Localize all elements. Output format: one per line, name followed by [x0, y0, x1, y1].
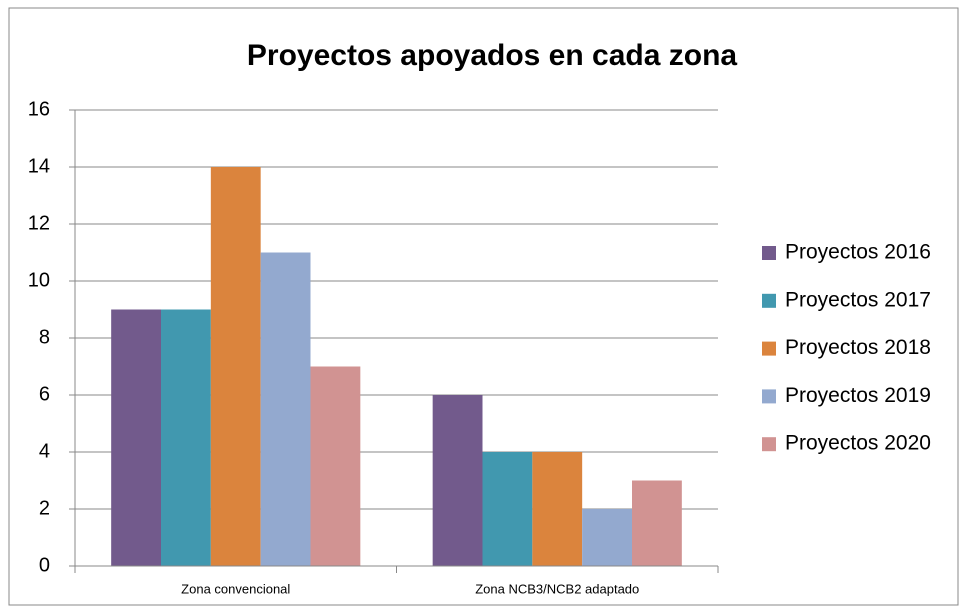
y-tick-label: 2	[39, 497, 50, 519]
bar	[310, 366, 361, 566]
legend-swatch	[762, 389, 776, 404]
legend-label: Proyectos 2020	[785, 432, 931, 455]
legend-swatch	[762, 341, 776, 356]
legend-label: Proyectos 2017	[785, 288, 931, 311]
legend-swatch	[762, 293, 776, 308]
y-tick-label: 0	[39, 554, 50, 576]
x-tick-label: Zona NCB3/NCB2 adaptado	[475, 581, 639, 596]
x-tick-label: Zona convencional	[181, 581, 290, 596]
bar	[582, 509, 632, 566]
y-tick-label: 16	[28, 98, 50, 120]
y-tick-label: 10	[28, 269, 50, 291]
chart-title: Proyectos apoyados en cada zona	[247, 39, 737, 72]
bar	[161, 309, 211, 566]
bar	[260, 252, 311, 566]
bar	[210, 167, 261, 566]
legend-label: Proyectos 2016	[785, 241, 931, 264]
bar	[111, 309, 162, 566]
y-tick-label: 4	[39, 440, 50, 462]
bar	[482, 452, 533, 566]
legend-swatch	[762, 437, 776, 452]
y-tick-label: 6	[39, 383, 50, 405]
bar	[631, 480, 682, 566]
legend-swatch	[762, 246, 776, 260]
legend-label: Proyectos 2019	[785, 384, 931, 407]
bar	[532, 452, 583, 566]
y-tick-label: 8	[39, 326, 50, 348]
bar	[432, 395, 483, 566]
y-tick-label: 14	[28, 155, 50, 177]
legend-label: Proyectos 2018	[785, 336, 931, 359]
y-tick-label: 12	[28, 212, 50, 234]
